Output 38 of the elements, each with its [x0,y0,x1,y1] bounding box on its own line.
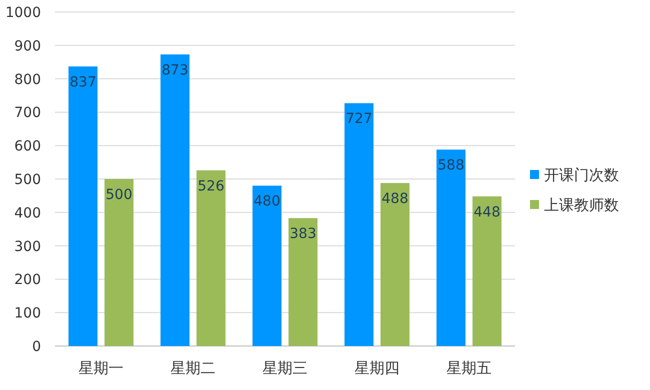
x-tick-label: 星期五 [446,359,492,377]
bar [68,66,98,346]
bar [288,218,318,346]
bar [344,103,374,346]
y-tick-label: 600 [14,138,41,155]
y-tick-label: 500 [14,172,41,188]
y-tick-label: 200 [14,272,41,288]
bar [104,179,134,346]
data-label: 383 [290,226,316,242]
data-label: 488 [382,191,408,208]
bar [196,170,226,346]
data-label: 526 [198,178,224,194]
data-label: 500 [106,187,132,203]
y-tick-label: 800 [14,72,41,88]
data-label: 837 [70,74,96,90]
y-tick-label: 700 [14,105,41,122]
data-label: 448 [474,204,500,220]
data-label: 873 [162,62,188,78]
data-label: 727 [346,111,372,128]
bar [472,196,502,346]
legend-label: 上课教师数 [544,196,619,214]
bar [252,186,282,346]
y-tick-label: 1000 [5,5,41,21]
y-tick-label: 300 [14,238,41,255]
data-label: 480 [254,194,280,210]
x-tick-label: 星期一 [78,359,124,377]
bar [160,54,190,346]
bar [380,183,410,346]
y-tick-label: 100 [14,306,41,322]
data-label: 588 [438,158,464,174]
y-tick-label: 900 [14,38,41,54]
bar [436,150,466,346]
x-tick-label: 星期四 [354,359,400,377]
y-tick-label: 0 [32,339,41,355]
legend-label: 开课门次数 [544,166,619,184]
x-tick-label: 星期二 [170,359,216,377]
y-tick-label: 400 [14,205,41,222]
x-tick-label: 星期三 [262,359,308,377]
